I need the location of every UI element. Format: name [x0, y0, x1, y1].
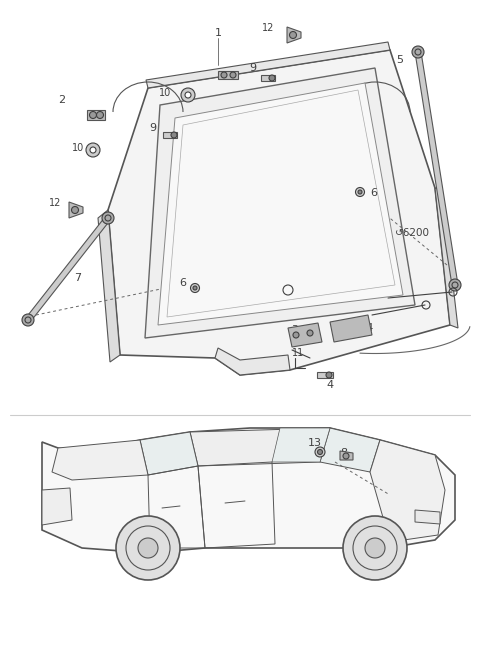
Circle shape	[221, 72, 227, 78]
Circle shape	[193, 286, 197, 290]
Polygon shape	[218, 71, 238, 79]
Polygon shape	[370, 440, 445, 542]
Polygon shape	[140, 432, 198, 475]
Circle shape	[293, 332, 299, 338]
Circle shape	[191, 284, 200, 292]
Text: 3: 3	[291, 325, 299, 335]
Polygon shape	[108, 50, 450, 375]
Polygon shape	[415, 51, 458, 286]
Polygon shape	[261, 75, 275, 81]
Polygon shape	[98, 210, 120, 362]
Polygon shape	[330, 315, 372, 342]
Polygon shape	[317, 372, 333, 378]
Circle shape	[116, 516, 180, 580]
Text: 12: 12	[49, 198, 61, 208]
Circle shape	[181, 88, 195, 102]
Text: 10: 10	[159, 88, 171, 98]
Circle shape	[86, 143, 100, 157]
Text: 1: 1	[215, 28, 221, 38]
Circle shape	[90, 147, 96, 153]
Circle shape	[326, 372, 332, 378]
Polygon shape	[146, 42, 390, 88]
Polygon shape	[340, 451, 353, 460]
Polygon shape	[42, 488, 72, 525]
Polygon shape	[190, 428, 330, 466]
Polygon shape	[215, 348, 290, 375]
Polygon shape	[158, 83, 403, 325]
Polygon shape	[435, 188, 458, 328]
Polygon shape	[52, 440, 148, 480]
Polygon shape	[287, 27, 301, 43]
Circle shape	[412, 46, 424, 58]
Circle shape	[365, 538, 385, 558]
Circle shape	[358, 190, 362, 194]
Circle shape	[171, 132, 177, 138]
Text: 14: 14	[362, 323, 374, 333]
Circle shape	[315, 447, 325, 457]
Polygon shape	[288, 323, 322, 347]
Circle shape	[138, 538, 158, 558]
Circle shape	[230, 72, 236, 78]
Circle shape	[317, 449, 323, 455]
Polygon shape	[25, 216, 110, 322]
Circle shape	[343, 516, 407, 580]
Circle shape	[22, 314, 34, 326]
Polygon shape	[69, 202, 83, 218]
Text: 9: 9	[250, 63, 257, 73]
Polygon shape	[87, 110, 105, 120]
Circle shape	[269, 75, 275, 81]
Circle shape	[343, 453, 349, 459]
Text: 5: 5	[396, 55, 404, 65]
Polygon shape	[163, 132, 177, 138]
Circle shape	[72, 207, 79, 213]
Text: 12: 12	[262, 23, 274, 33]
Text: 6: 6	[180, 278, 187, 288]
Text: 7: 7	[74, 273, 82, 283]
Text: 13: 13	[308, 438, 322, 448]
Circle shape	[449, 279, 461, 291]
Circle shape	[307, 330, 313, 336]
Polygon shape	[272, 428, 330, 462]
Text: 8: 8	[340, 448, 347, 458]
Text: 4: 4	[326, 380, 334, 390]
Text: 10: 10	[72, 143, 84, 153]
Polygon shape	[145, 68, 415, 338]
Circle shape	[96, 112, 104, 119]
Text: ↺6200: ↺6200	[395, 228, 430, 238]
Circle shape	[289, 32, 297, 38]
Circle shape	[89, 112, 96, 119]
Text: 2: 2	[59, 95, 66, 105]
Circle shape	[102, 212, 114, 224]
Polygon shape	[415, 510, 440, 524]
Text: 11: 11	[292, 348, 304, 358]
Polygon shape	[42, 428, 455, 553]
Polygon shape	[320, 428, 380, 472]
Text: 9: 9	[149, 123, 156, 133]
Circle shape	[185, 92, 191, 98]
Text: 6: 6	[370, 188, 377, 198]
Circle shape	[356, 187, 364, 197]
